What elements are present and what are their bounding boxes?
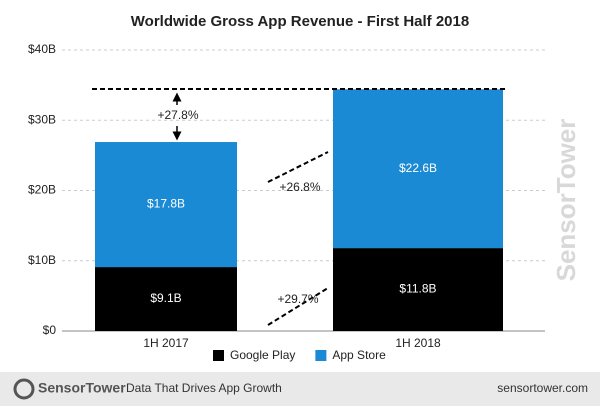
bar-segment [333,89,503,249]
annotation: +27.8% [157,108,198,122]
footer-brand: SensorTower [38,380,126,396]
legend-label: Google Play [230,348,295,362]
value-label: $17.8B [147,197,185,211]
bar-segment [333,248,503,331]
legend-swatch [213,350,224,361]
plot-area: $0 $10B $20B $30B $40B $9.1B $17.8B 1H 2017 $11.… [28,42,545,362]
x-tick-label: 1H 2017 [143,336,189,350]
bar-segment [95,142,237,268]
y-tick-label: $0 [43,323,57,337]
value-label: $11.8B [399,282,436,296]
legend-label: App Store [332,348,386,362]
x-tick-label: 1H 2018 [395,336,441,350]
y-tick-label: $10B [28,253,56,267]
footer-url: sensortower.com [497,381,588,395]
value-label: $9.1B [150,291,181,305]
chart-title: Worldwide Gross App Revenue - First Half… [131,13,469,30]
bar-segment [95,267,237,331]
value-label: $22.6B [399,161,437,175]
y-tick-label: $30B [28,112,56,126]
annotation: +29.7% [277,292,318,306]
y-tick-label: $20B [28,183,56,197]
footer-band [0,372,600,406]
footer-logo [13,378,35,400]
growth-guide [267,287,329,326]
footer-tagline: Data That Drives App Growth [126,381,282,395]
y-tick-label: $40B [28,42,56,56]
watermark: SensorTower [551,119,581,282]
growth-guide [267,151,329,183]
legend-swatch [315,350,327,361]
annotation: +26.8% [279,180,320,194]
